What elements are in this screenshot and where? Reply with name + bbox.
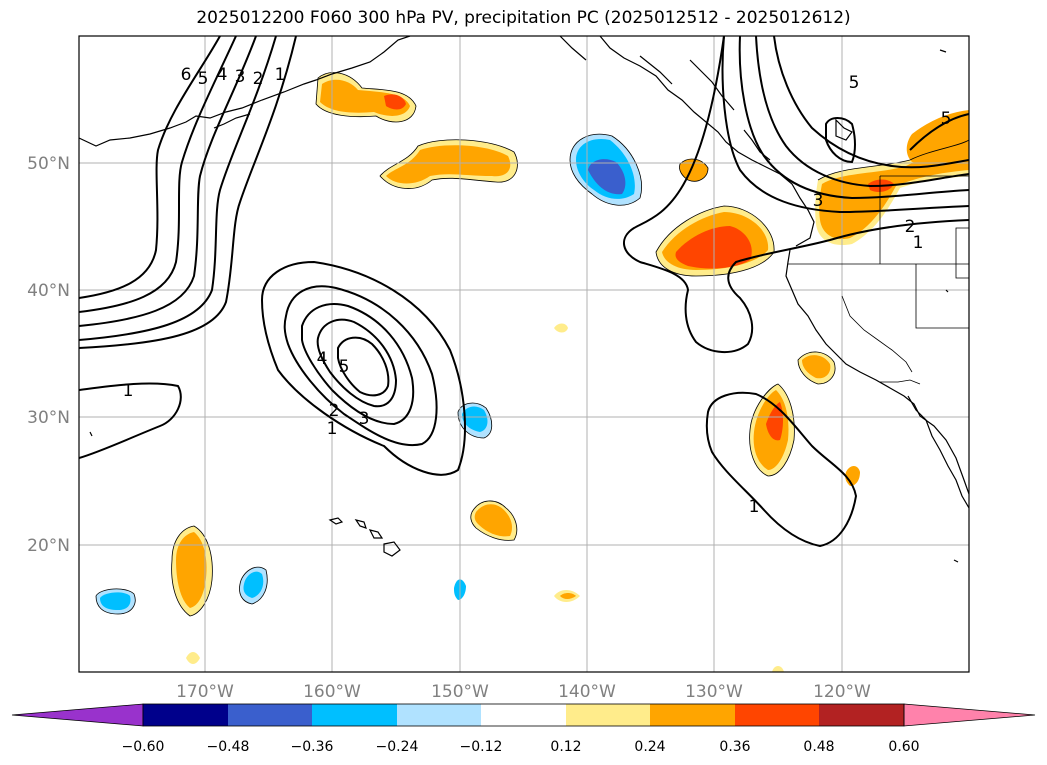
contour-label: 5: [339, 357, 350, 377]
colorbar-tick-label: 0.48: [803, 739, 834, 755]
contour-label: 5: [198, 69, 209, 89]
contour-label: 2: [329, 401, 340, 421]
colorbar-segment: [481, 704, 566, 726]
map-frame: [78, 35, 970, 673]
colorbar-segment: [228, 704, 312, 726]
contour-label: 3: [813, 191, 824, 211]
contour-label: 4: [217, 65, 228, 85]
chart-title: 2025012200 F060 300 hPa PV, precipitatio…: [196, 8, 851, 28]
colorbar-tick-label: −0.60: [122, 739, 165, 755]
lat-label: 50°N: [27, 154, 70, 174]
contour-label: 5: [941, 109, 952, 129]
colorbar-segment: [143, 704, 228, 726]
colorbar-segment: [650, 704, 735, 726]
shading-outlines: [95, 72, 969, 617]
contour-label: 4: [317, 349, 328, 369]
colorbar-segment: [566, 704, 650, 726]
lon-label: 150°W: [431, 682, 489, 702]
contour-label: 2: [905, 217, 916, 237]
colorbar: −0.60 −0.48 −0.36 −0.24 −0.12 0.12 0.24 …: [11, 703, 1036, 755]
lat-label: 30°N: [27, 408, 70, 428]
colorbar-segment: [397, 704, 481, 726]
lat-label: 20°N: [27, 536, 70, 556]
lon-label: 170°W: [176, 682, 234, 702]
colorbar-extend-right: [903, 703, 1036, 727]
colorbar-tick-label: 0.12: [550, 739, 581, 755]
colorbar-tick-label: −0.48: [207, 739, 250, 755]
colorbar-tick-label: −0.24: [376, 739, 419, 755]
contour-label: 1: [913, 233, 924, 253]
colorbar-tick-label: 0.60: [888, 739, 919, 755]
latitude-labels: 50°N 40°N 30°N 20°N: [27, 154, 70, 556]
colorbar-tick-label: 0.36: [719, 739, 750, 755]
contour-label: 1: [327, 419, 338, 439]
colorbar-segment: [735, 704, 819, 726]
lon-label: 120°W: [813, 682, 871, 702]
colorbar-segment: [819, 704, 904, 726]
contour-label: 6: [181, 65, 192, 85]
colorbar-tick-label: −0.12: [460, 739, 503, 755]
contour-labels: 6 5 4 3 2 1 1 4 5 2 3 1 5 5 3 2 1 1: [123, 65, 952, 517]
contour-label: 1: [275, 65, 286, 85]
precip-negative-shading: [96, 134, 642, 614]
contour-label: 3: [235, 67, 246, 87]
contour-label: 2: [253, 69, 264, 89]
colorbar-extend-left: [11, 703, 144, 727]
coastlines: [79, 36, 969, 563]
contour-label: 3: [359, 409, 370, 429]
contour-label: 1: [749, 497, 760, 517]
colorbar-segment: [312, 704, 397, 726]
colorbar-frame: [142, 703, 905, 727]
pv-contours: [79, 36, 969, 548]
contour-label: 1: [123, 381, 134, 401]
lon-label: 160°W: [303, 682, 361, 702]
colorbar-tick-label: 0.24: [634, 739, 665, 755]
lon-label: 130°W: [685, 682, 743, 702]
contour-label: 5: [849, 73, 860, 93]
lat-label: 40°N: [27, 281, 70, 301]
longitude-labels: 170°W 160°W 150°W 140°W 130°W 120°W: [176, 682, 871, 702]
colorbar-tick-label: −0.36: [291, 739, 334, 755]
lon-label: 140°W: [558, 682, 616, 702]
